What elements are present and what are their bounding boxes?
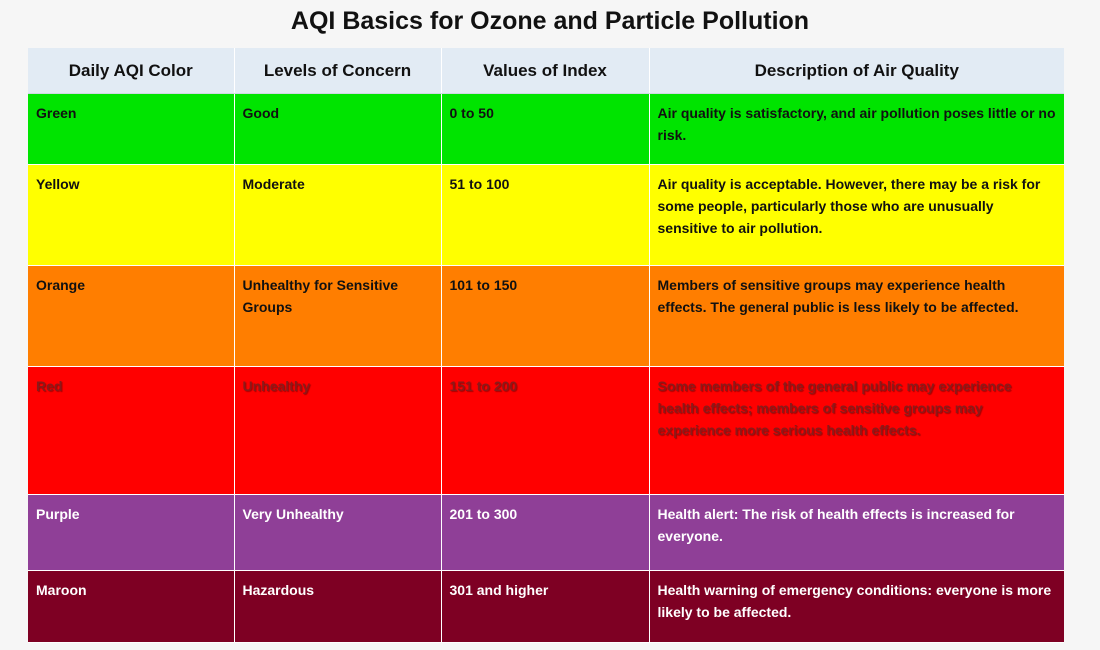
table-row: Maroon Hazardous 301 and higher Health w… bbox=[28, 570, 1064, 643]
cell-index-values: 151 to 200 bbox=[441, 366, 650, 495]
page-title: AQI Basics for Ozone and Particle Pollut… bbox=[290, 7, 810, 35]
cell-description: Air quality is acceptable. However, ther… bbox=[649, 164, 1064, 266]
table-row: Yellow Moderate 51 to 100 Air quality is… bbox=[28, 164, 1064, 266]
cell-description: Air quality is satisfactory, and air pol… bbox=[649, 93, 1064, 165]
table-row: Orange Unhealthy for Sensitive Groups 10… bbox=[28, 265, 1064, 367]
cell-aqi-color: Orange bbox=[28, 265, 235, 367]
aqi-table: Daily AQI Color Levels of Concern Values… bbox=[28, 48, 1064, 643]
cell-description: Members of sensitive groups may experien… bbox=[649, 265, 1064, 367]
cell-level-of-concern: Good bbox=[234, 93, 442, 165]
cell-level-of-concern: Hazardous bbox=[234, 570, 442, 643]
cell-level-of-concern: Unhealthy for Sensitive Groups bbox=[234, 265, 442, 367]
cell-index-values: 0 to 50 bbox=[441, 93, 650, 165]
cell-description: Health warning of emergency conditions: … bbox=[649, 570, 1064, 643]
cell-aqi-color: Maroon bbox=[28, 570, 235, 643]
cell-description: Health alert: The risk of health effects… bbox=[649, 494, 1064, 571]
cell-description: Some members of the general public may e… bbox=[649, 366, 1064, 495]
header-levels-of-concern: Levels of Concern bbox=[234, 48, 442, 94]
header-daily-aqi-color: Daily AQI Color bbox=[28, 48, 235, 94]
cell-level-of-concern: Moderate bbox=[234, 164, 442, 266]
table-row: Red Unhealthy 151 to 200 Some members of… bbox=[28, 366, 1064, 495]
cell-index-values: 301 and higher bbox=[441, 570, 650, 643]
cell-aqi-color: Purple bbox=[28, 494, 235, 571]
cell-aqi-color: Red bbox=[28, 366, 235, 495]
cell-level-of-concern: Unhealthy bbox=[234, 366, 442, 495]
header-values-of-index: Values of Index bbox=[441, 48, 650, 94]
table-header-row: Daily AQI Color Levels of Concern Values… bbox=[28, 48, 1064, 94]
header-description: Description of Air Quality bbox=[649, 48, 1064, 94]
cell-level-of-concern: Very Unhealthy bbox=[234, 494, 442, 571]
cell-index-values: 101 to 150 bbox=[441, 265, 650, 367]
cell-index-values: 51 to 100 bbox=[441, 164, 650, 266]
cell-index-values: 201 to 300 bbox=[441, 494, 650, 571]
table-row: Green Good 0 to 50 Air quality is satisf… bbox=[28, 93, 1064, 165]
table-row: Purple Very Unhealthy 201 to 300 Health … bbox=[28, 494, 1064, 571]
cell-aqi-color: Green bbox=[28, 93, 235, 165]
cell-aqi-color: Yellow bbox=[28, 164, 235, 266]
